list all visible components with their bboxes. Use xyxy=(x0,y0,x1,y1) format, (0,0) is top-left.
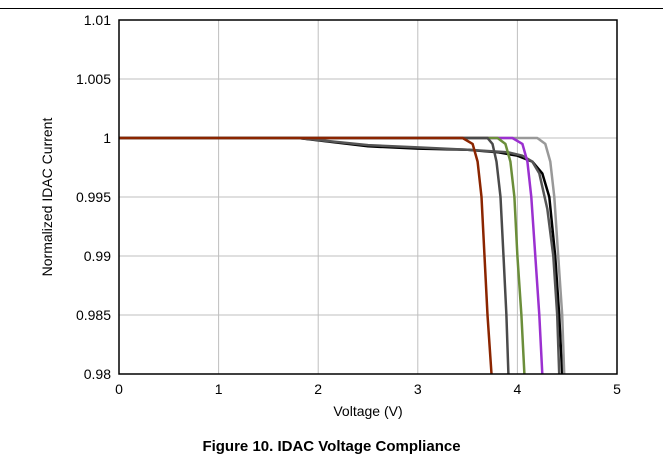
x-tick-label: 4 xyxy=(514,381,522,397)
x-tick-label: 1 xyxy=(215,381,223,397)
x-tick-labels: 0 1 2 3 4 5 xyxy=(115,381,621,397)
y-tick-label: 0.995 xyxy=(76,189,111,205)
voltage-compliance-chart: 0 1 2 3 4 5 0.98 0.985 0.99 0.995 1 1.005 1.01 Volt… xyxy=(39,12,621,419)
figure-caption: Figure 10. IDAC Voltage Compliance xyxy=(202,438,461,455)
series-line-5 xyxy=(119,136,526,375)
x-axis-label: Voltage (V) xyxy=(333,403,402,419)
y-tick-label: 0.99 xyxy=(84,248,111,264)
series-line-6 xyxy=(119,136,510,375)
x-tick-label: 2 xyxy=(314,381,322,397)
top-rule xyxy=(0,8,663,9)
y-tick-label: 1 xyxy=(103,130,111,146)
grid-lines xyxy=(118,19,618,375)
series-layer xyxy=(119,136,566,375)
y-tick-labels: 0.98 0.985 0.99 0.995 1 1.005 1.01 xyxy=(76,12,111,382)
y-tick-label: 1.005 xyxy=(76,71,111,87)
plot-frame xyxy=(118,19,618,375)
y-tick-label: 1.01 xyxy=(84,12,111,28)
series-line-2 xyxy=(119,136,561,375)
x-tick-label: 3 xyxy=(414,381,422,397)
y-tick-label: 0.985 xyxy=(76,307,111,323)
x-tick-label: 0 xyxy=(115,381,123,397)
series-line-4 xyxy=(119,136,544,375)
series-line-3 xyxy=(119,136,566,375)
x-tick-label: 5 xyxy=(613,381,621,397)
y-axis-label: Normalized IDAC Current xyxy=(39,118,55,277)
y-tick-label: 0.98 xyxy=(84,366,111,382)
series-line-7 xyxy=(119,136,493,375)
